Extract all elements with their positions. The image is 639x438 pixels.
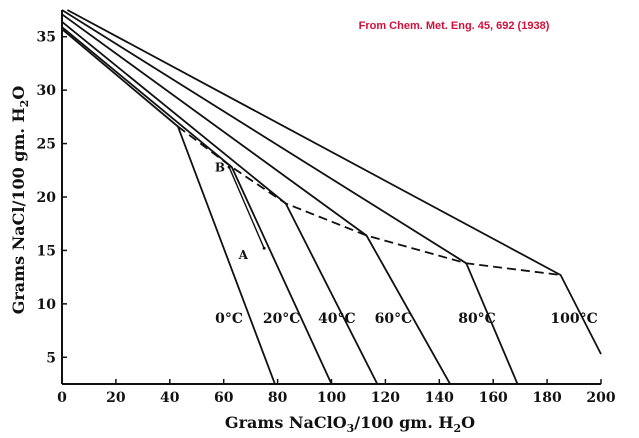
point-marker: [262, 246, 266, 250]
series-line: [61, 28, 276, 385]
temperature-label: 60°C: [375, 311, 413, 327]
y-tick-label: 15: [37, 243, 56, 259]
point-label: B: [215, 160, 225, 174]
x-tick-label: 180: [532, 390, 561, 406]
axes: [61, 10, 602, 385]
temperature-label: 80°C: [458, 311, 496, 327]
series-layer: [61, 9, 602, 385]
x-tick-label: 100: [317, 390, 346, 406]
x-tick-label: 60: [214, 390, 234, 406]
tick-labels: 0 20 40 60 80 100 120 140 160 180 200 5 10 15 20 25 30 35: [37, 30, 616, 406]
annotations: A B 0°C 20°C 40°C 60°C 80°C 100°C: [215, 160, 598, 327]
y-axis-label: Grams NaCl/100 gm. H2O: [9, 86, 31, 315]
x-tick-label: 80: [268, 390, 288, 406]
y-tick-label: 20: [37, 190, 57, 206]
y-tick-label: 30: [37, 83, 57, 99]
series-line: [61, 9, 519, 385]
temperature-label: 40°C: [318, 311, 356, 327]
x-axis-label: Grams NaClO3/100 gm. H2O: [225, 413, 475, 435]
x-tick-label: 20: [106, 390, 126, 406]
y-tick-label: 5: [46, 350, 56, 366]
series-line: [61, 13, 451, 385]
x-tick-label: 140: [425, 390, 454, 406]
series-line: [61, 26, 333, 385]
series-line: [61, 21, 379, 385]
x-tick-label: 40: [160, 390, 180, 406]
temperature-label: 100°C: [550, 311, 597, 327]
saturation-curve: [177, 125, 561, 276]
y-tick-label: 25: [37, 137, 56, 153]
point-marker: [227, 165, 231, 169]
x-tick-label: 120: [371, 390, 400, 406]
y-tick-label: 35: [37, 30, 56, 46]
path-a-b-line: [228, 166, 265, 249]
source-note: From Chem. Met. Eng. 45, 692 (1938): [359, 20, 550, 32]
temperature-label: 20°C: [263, 311, 301, 327]
series-line: [66, 9, 602, 355]
point-label: A: [238, 248, 249, 262]
temperature-label: 0°C: [215, 311, 243, 327]
x-tick-label: 200: [586, 390, 615, 406]
y-tick-label: 10: [37, 297, 57, 313]
saturation-curve-layer: [177, 125, 561, 276]
x-tick-label: 0: [57, 390, 67, 406]
x-tick-label: 160: [479, 390, 508, 406]
